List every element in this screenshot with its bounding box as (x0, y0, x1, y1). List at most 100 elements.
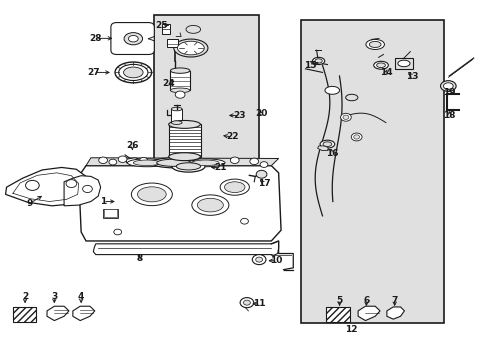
Ellipse shape (191, 160, 219, 166)
Text: 8: 8 (136, 255, 142, 264)
Circle shape (82, 185, 92, 193)
Text: 21: 21 (213, 163, 226, 172)
Circle shape (240, 298, 253, 308)
Bar (104, 210, 117, 217)
Bar (170, 71, 189, 90)
Ellipse shape (368, 41, 380, 48)
Text: 3: 3 (51, 292, 57, 301)
Circle shape (175, 91, 184, 98)
Polygon shape (73, 306, 95, 320)
Circle shape (99, 157, 107, 163)
Circle shape (109, 159, 117, 165)
Bar (13, 307, 36, 321)
Text: 5: 5 (336, 296, 342, 305)
Ellipse shape (152, 158, 195, 168)
Text: 7: 7 (391, 296, 397, 305)
Ellipse shape (397, 60, 409, 67)
Ellipse shape (325, 86, 339, 94)
Ellipse shape (137, 187, 166, 202)
Ellipse shape (131, 183, 172, 206)
Ellipse shape (176, 163, 200, 170)
Text: 27: 27 (87, 68, 100, 77)
Ellipse shape (220, 179, 249, 195)
Polygon shape (126, 158, 140, 164)
Text: 2: 2 (22, 292, 28, 301)
Ellipse shape (185, 159, 224, 167)
Circle shape (249, 158, 258, 165)
Text: 12: 12 (345, 325, 357, 334)
Text: 11: 11 (252, 299, 265, 308)
Text: 25: 25 (155, 21, 167, 30)
Circle shape (118, 156, 127, 162)
Ellipse shape (323, 142, 331, 147)
Text: 15: 15 (304, 61, 316, 70)
Circle shape (240, 219, 248, 224)
Text: 13: 13 (406, 72, 418, 81)
Text: 24: 24 (163, 79, 175, 88)
Circle shape (255, 257, 262, 262)
Circle shape (166, 157, 175, 163)
Ellipse shape (173, 39, 207, 57)
Polygon shape (64, 176, 101, 206)
Ellipse shape (224, 182, 244, 193)
Ellipse shape (345, 94, 357, 101)
Circle shape (243, 300, 250, 305)
Circle shape (350, 133, 361, 141)
Ellipse shape (171, 161, 204, 172)
Ellipse shape (119, 64, 148, 81)
Ellipse shape (115, 62, 151, 83)
Text: 26: 26 (126, 141, 138, 150)
Ellipse shape (168, 153, 200, 161)
Polygon shape (79, 166, 281, 241)
Polygon shape (47, 306, 69, 320)
Ellipse shape (320, 140, 334, 148)
Circle shape (66, 180, 77, 188)
Polygon shape (357, 306, 379, 320)
Bar (394, 58, 412, 69)
Polygon shape (86, 158, 278, 166)
Ellipse shape (376, 63, 385, 68)
Bar (168, 125, 200, 157)
Ellipse shape (443, 83, 452, 89)
Ellipse shape (440, 81, 455, 91)
Text: 23: 23 (233, 111, 245, 120)
Circle shape (181, 156, 190, 162)
Text: 1: 1 (100, 197, 106, 206)
Ellipse shape (314, 59, 322, 63)
Ellipse shape (365, 40, 384, 49)
Ellipse shape (197, 198, 223, 212)
Polygon shape (5, 167, 86, 206)
Bar (171, 109, 182, 123)
Bar (13, 307, 36, 321)
Circle shape (252, 255, 265, 265)
Circle shape (25, 180, 39, 190)
Ellipse shape (127, 159, 166, 167)
Circle shape (114, 229, 122, 235)
Text: 18: 18 (442, 111, 455, 120)
Text: 19: 19 (442, 87, 455, 96)
Ellipse shape (171, 121, 182, 125)
Circle shape (256, 170, 266, 178)
Text: 14: 14 (379, 68, 391, 77)
Text: 4: 4 (78, 292, 84, 301)
Ellipse shape (133, 160, 160, 166)
Ellipse shape (168, 121, 200, 129)
Ellipse shape (171, 107, 182, 111)
Ellipse shape (170, 88, 189, 93)
Circle shape (340, 113, 350, 121)
Bar (326, 307, 349, 321)
Bar (154, 15, 259, 235)
Bar (103, 209, 118, 218)
Ellipse shape (170, 68, 189, 73)
Ellipse shape (191, 195, 228, 215)
Ellipse shape (177, 41, 204, 55)
Bar (167, 40, 178, 46)
Text: 20: 20 (255, 109, 267, 118)
Circle shape (353, 135, 359, 139)
Circle shape (230, 157, 239, 163)
Ellipse shape (157, 159, 190, 166)
Bar (161, 24, 170, 34)
Polygon shape (317, 146, 328, 150)
Ellipse shape (312, 57, 324, 64)
Circle shape (260, 162, 267, 167)
